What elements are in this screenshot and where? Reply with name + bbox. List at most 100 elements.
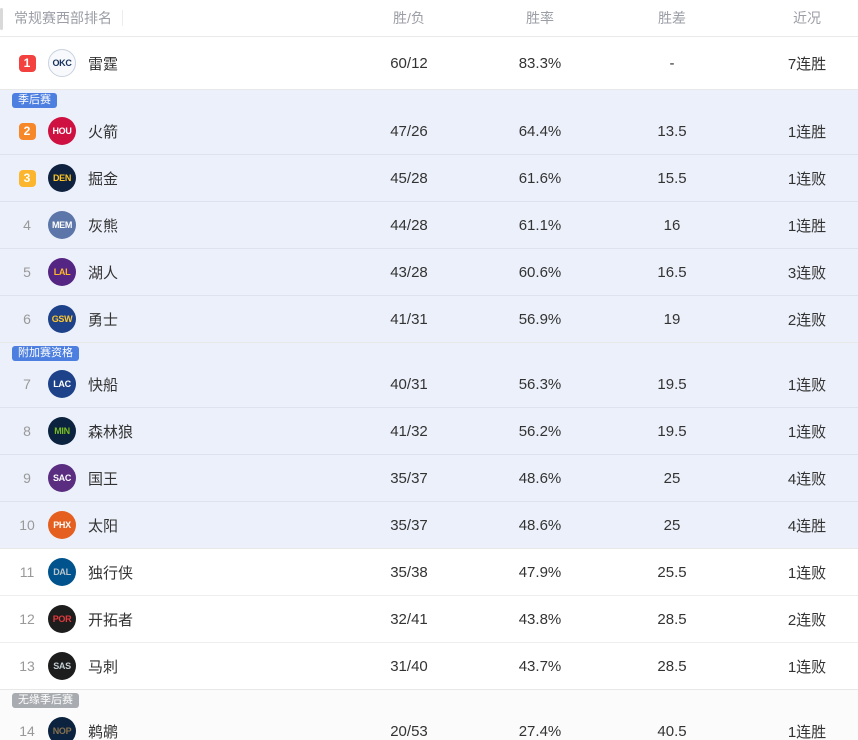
standings-section: 季后赛 2 HOU 火箭 47/26 64.4% 13.5 1连胜 3 DEN … (0, 89, 858, 342)
team-name[interactable]: 鹈鹕 (88, 723, 119, 740)
team-logo-icon: PHX (48, 511, 76, 539)
team-name[interactable]: 森林狼 (88, 423, 134, 441)
gamesbehind-cell: 15.5 (657, 169, 687, 187)
team-name[interactable]: 独行侠 (88, 564, 134, 582)
gamesbehind-cell: 28.5 (657, 610, 687, 628)
team-logo-icon: POR (48, 605, 76, 633)
streak-cell: 4连胜 (787, 517, 827, 535)
rank-badge: 6 (23, 311, 31, 327)
section-rows: 7 LAC 快船 40/31 56.3% 19.5 1连败 8 MIN 森林狼 … (0, 361, 858, 548)
gamesbehind-cell: 19.5 (657, 375, 687, 393)
team-logo-icon: SAS (48, 652, 76, 680)
winpct-cell: 48.6% (518, 516, 562, 534)
table-row[interactable]: 5 LAL 湖人 43/28 60.6% 16.5 3连败 (0, 248, 858, 295)
team-logo-icon: DEN (48, 164, 76, 192)
team-logo-icon: SAC (48, 464, 76, 492)
column-header-streak: 近况 (793, 10, 821, 26)
rank-cell: 9 (14, 470, 40, 486)
record-cell: 31/40 (390, 657, 428, 675)
rank-badge: 13 (19, 658, 35, 674)
table-row[interactable]: 13 SAS 马刺 31/40 43.7% 28.5 1连败 (0, 642, 858, 689)
record-cell: 47/26 (390, 122, 428, 140)
table-row[interactable]: 1 OKC 雷霆 60/12 83.3% - 7连胜 (0, 37, 858, 89)
streak-cell: 1连胜 (787, 723, 827, 740)
gamesbehind-cell: 19 (663, 310, 681, 328)
streak-cell: 7连胜 (787, 55, 827, 73)
winpct-cell: 48.6% (518, 469, 562, 487)
gamesbehind-cell: 25.5 (657, 563, 687, 581)
column-header-winpct: 胜率 (526, 10, 554, 26)
gamesbehind-cell: 13.5 (657, 122, 687, 140)
rank-badge: 4 (23, 217, 31, 233)
winpct-cell: 43.7% (518, 657, 562, 675)
gamesbehind-cell: 28.5 (657, 657, 687, 675)
gamesbehind-cell: 19.5 (657, 422, 687, 440)
team-name[interactable]: 开拓者 (88, 611, 134, 629)
record-cell: 41/31 (390, 310, 428, 328)
standings-section: 1 OKC 雷霆 60/12 83.3% - 7连胜 (0, 37, 858, 89)
team-logo-icon: MEM (48, 211, 76, 239)
team-name[interactable]: 勇士 (88, 311, 119, 329)
team-name[interactable]: 掘金 (88, 170, 119, 188)
winpct-cell: 47.9% (518, 563, 562, 581)
winpct-cell: 64.4% (518, 122, 562, 140)
standings-section: 11 DAL 独行侠 35/38 47.9% 25.5 1连败 12 POR 开… (0, 548, 858, 689)
gamesbehind-cell: 40.5 (657, 722, 687, 740)
table-row[interactable]: 8 MIN 森林狼 41/32 56.2% 19.5 1连败 (0, 407, 858, 454)
table-row[interactable]: 3 DEN 掘金 45/28 61.6% 15.5 1连败 (0, 154, 858, 201)
rank-badge: 14 (19, 723, 35, 739)
scrollbar-fragment[interactable] (0, 8, 3, 30)
table-header: 常规赛西部排名 胜/负 胜率 胜差 近况 (0, 0, 858, 37)
team-name[interactable]: 湖人 (88, 264, 119, 282)
gamesbehind-cell: - (669, 54, 675, 72)
standings-list: 1 OKC 雷霆 60/12 83.3% - 7连胜 季后赛 2 HOU 火箭 … (0, 37, 858, 740)
page-title: 常规赛西部排名 (14, 10, 112, 26)
winpct-cell: 61.6% (518, 169, 562, 187)
gamesbehind-cell: 25 (663, 516, 681, 534)
gamesbehind-cell: 16.5 (657, 263, 687, 281)
winpct-cell: 60.6% (518, 263, 562, 281)
table-row[interactable]: 7 LAC 快船 40/31 56.3% 19.5 1连败 (0, 361, 858, 407)
team-logo-icon: MIN (48, 417, 76, 445)
table-row[interactable]: 2 HOU 火箭 47/26 64.4% 13.5 1连胜 (0, 108, 858, 154)
section-rows: 11 DAL 独行侠 35/38 47.9% 25.5 1连败 12 POR 开… (0, 549, 858, 689)
gamesbehind-cell: 16 (663, 216, 681, 234)
record-cell: 35/37 (390, 469, 428, 487)
rank-cell: 1 (14, 54, 40, 72)
team-name[interactable]: 马刺 (88, 658, 119, 676)
record-cell: 43/28 (390, 263, 428, 281)
rank-cell: 13 (14, 658, 40, 674)
table-row[interactable]: 10 PHX 太阳 35/37 48.6% 25 4连胜 (0, 501, 858, 548)
table-row[interactable]: 9 SAC 国王 35/37 48.6% 25 4连败 (0, 454, 858, 501)
table-row[interactable]: 4 MEM 灰熊 44/28 61.1% 16 1连胜 (0, 201, 858, 248)
team-name[interactable]: 快船 (88, 376, 119, 394)
rank-cell: 2 (14, 122, 40, 140)
section-rows: 1 OKC 雷霆 60/12 83.3% - 7连胜 (0, 37, 858, 89)
winpct-cell: 56.9% (518, 310, 562, 328)
rank-badge: 11 (19, 564, 35, 580)
column-header-gamesbehind: 胜差 (658, 10, 686, 26)
winpct-cell: 56.2% (518, 422, 562, 440)
team-name[interactable]: 国王 (88, 470, 119, 488)
winpct-cell: 43.8% (518, 610, 562, 628)
table-row[interactable]: 11 DAL 独行侠 35/38 47.9% 25.5 1连败 (0, 549, 858, 595)
team-name[interactable]: 火箭 (88, 123, 119, 141)
team-name[interactable]: 太阳 (88, 517, 119, 535)
team-logo-icon: DAL (48, 558, 76, 586)
winpct-cell: 83.3% (518, 54, 562, 72)
rank-badge: 8 (23, 423, 31, 439)
team-name[interactable]: 雷霆 (88, 55, 119, 73)
record-cell: 35/37 (390, 516, 428, 534)
standings-section: 附加赛资格 7 LAC 快船 40/31 56.3% 19.5 1连败 8 MI… (0, 342, 858, 548)
rank-cell: 10 (14, 517, 40, 533)
rank-cell: 8 (14, 423, 40, 439)
column-header-record: 胜/负 (393, 10, 425, 26)
table-row[interactable]: 12 POR 开拓者 32/41 43.8% 28.5 2连败 (0, 595, 858, 642)
team-name[interactable]: 灰熊 (88, 217, 119, 235)
team-logo-icon: GSW (48, 305, 76, 333)
table-row[interactable]: 6 GSW 勇士 41/31 56.9% 19 2连败 (0, 295, 858, 342)
table-row[interactable]: 14 NOP 鹈鹕 20/53 27.4% 40.5 1连胜 (0, 708, 858, 740)
standings-section: 无缘季后赛 14 NOP 鹈鹕 20/53 27.4% 40.5 1连胜 (0, 689, 858, 740)
streak-cell: 2连败 (787, 311, 827, 329)
